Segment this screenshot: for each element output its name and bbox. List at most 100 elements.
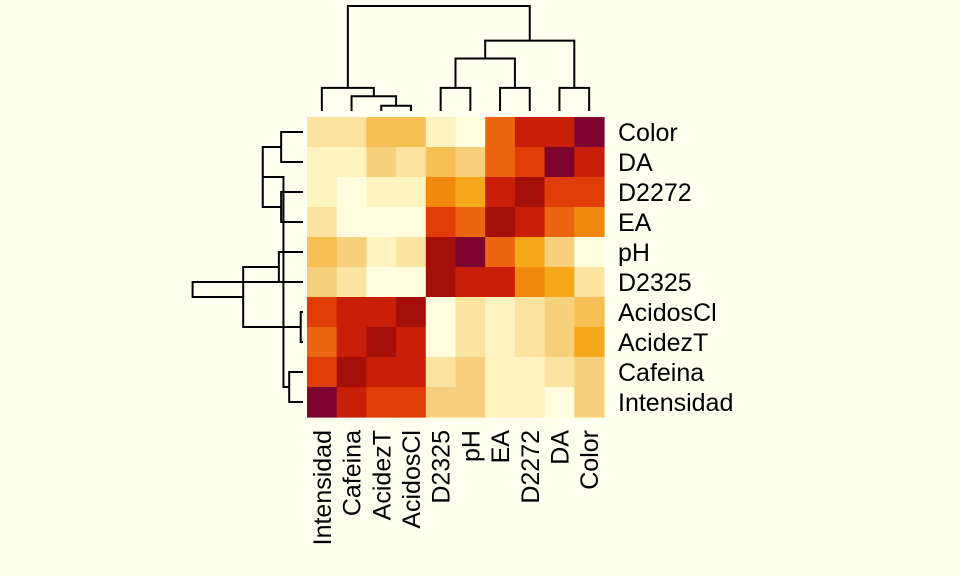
heatmap-cell xyxy=(485,117,516,148)
heatmap-cell xyxy=(455,117,486,148)
heatmap-cell xyxy=(425,297,457,328)
row-label: D2325 xyxy=(618,269,692,297)
heatmap-cell xyxy=(366,297,397,328)
dendrogram-branch xyxy=(558,86,591,111)
heatmap-cell xyxy=(396,207,427,238)
heatmap-cell xyxy=(485,327,516,358)
heatmap-cell xyxy=(336,117,367,148)
heatmap-cell xyxy=(514,387,546,418)
heatmap-cell xyxy=(307,237,338,268)
heatmap-cell xyxy=(307,147,338,178)
heatmap-cell xyxy=(425,327,457,358)
heatmap-cell xyxy=(485,207,516,238)
heatmap-cell xyxy=(396,327,427,358)
heatmap-cell xyxy=(396,357,427,388)
heatmap-cell xyxy=(455,207,486,238)
heatmap-cell xyxy=(425,177,457,208)
dendrogram-branch xyxy=(346,5,531,88)
row-label: AcidosCl xyxy=(618,299,717,327)
heatmap-cell xyxy=(455,147,486,178)
heatmap-cell xyxy=(366,207,397,238)
row-dendrogram xyxy=(191,131,303,403)
row-label: pH xyxy=(618,239,650,267)
dendrogram-branch xyxy=(380,104,412,111)
heatmap-cell xyxy=(336,147,367,178)
heatmap-cell xyxy=(307,357,338,388)
dendrogram-branch xyxy=(320,86,375,111)
heatmap-cell xyxy=(336,207,367,238)
heatmap-cell xyxy=(544,387,575,418)
heatmap-cell xyxy=(544,237,575,268)
heatmap-cell xyxy=(514,207,546,238)
heatmap-cell xyxy=(396,387,427,418)
heatmap-cell xyxy=(396,297,427,328)
heatmap-cell xyxy=(366,357,397,388)
heatmap-cell xyxy=(544,297,575,328)
heatmap-cell xyxy=(455,327,486,358)
dendrogram-branch xyxy=(280,131,303,163)
heatmap-cell xyxy=(455,387,486,418)
row-label: Color xyxy=(618,119,678,147)
heatmap-cell xyxy=(544,147,575,178)
heatmap-cell xyxy=(544,327,575,358)
column-label: Cafeina xyxy=(339,430,367,516)
heatmap-cell xyxy=(455,297,486,328)
dendrogram-branch xyxy=(439,86,472,111)
heatmap-cell xyxy=(366,147,397,178)
heatmap-cell xyxy=(544,177,575,208)
dendrogram-branch xyxy=(454,57,516,88)
heatmap-cell xyxy=(514,327,546,358)
row-label: Cafeina xyxy=(618,359,704,387)
heatmap-cell xyxy=(366,177,397,208)
heatmap-cell xyxy=(336,387,367,418)
heatmap-cell xyxy=(366,237,397,268)
heatmap-cell xyxy=(514,237,546,268)
column-label: AcidosCl xyxy=(398,430,426,529)
heatmap-cell xyxy=(307,267,338,298)
heatmap-cell xyxy=(396,237,427,268)
heatmap-cell xyxy=(574,297,605,328)
heatmap-cell xyxy=(574,207,605,238)
column-label: pH xyxy=(457,430,485,462)
heatmap-cell xyxy=(514,117,546,148)
heatmap-cell xyxy=(485,237,516,268)
column-label: Intensidad xyxy=(309,430,337,545)
heatmap-cell xyxy=(514,147,546,178)
heatmap-cell xyxy=(425,387,457,418)
heatmap-cell xyxy=(307,177,338,208)
heatmap-cell xyxy=(485,267,516,298)
dendrogram-branch xyxy=(484,39,576,88)
column-dendrogram xyxy=(320,5,591,111)
heatmap-cell xyxy=(455,267,486,298)
heatmap-cell xyxy=(514,267,546,298)
heatmap-cell xyxy=(425,237,457,268)
row-label: EA xyxy=(618,209,652,237)
heatmap-cell xyxy=(455,357,486,388)
heatmap-cell xyxy=(336,357,367,388)
heatmap-cell xyxy=(485,147,516,178)
dendrogram-branch xyxy=(191,281,284,298)
heatmap-cell xyxy=(574,147,605,178)
heatmap-cell xyxy=(307,387,338,418)
dendrogram-branch xyxy=(242,266,301,328)
heatmap-cell xyxy=(307,207,338,238)
heatmap-cell xyxy=(485,297,516,328)
dendrogram-branch xyxy=(299,311,303,343)
heatmap-cell xyxy=(485,387,516,418)
heatmap-cell xyxy=(336,327,367,358)
heatmap-cell xyxy=(366,267,397,298)
heatmap-cell xyxy=(574,357,605,388)
heatmap-cell xyxy=(574,387,605,418)
column-labels: Intensidad Cafeina AcidezT AcidosCl D2325 pH E… xyxy=(309,430,604,546)
heatmap-cell xyxy=(307,117,338,148)
heatmap-cell xyxy=(396,177,427,208)
dendrogram-branch xyxy=(350,95,398,111)
heatmap-cell xyxy=(336,267,367,298)
heatmap-cell xyxy=(396,117,427,148)
heatmap-cells xyxy=(307,117,605,418)
row-label: Intensidad xyxy=(618,389,733,417)
dendrogram-branch xyxy=(499,86,531,111)
heatmap-cell xyxy=(307,297,338,328)
heatmap-cell xyxy=(336,177,367,208)
heatmap-cell xyxy=(574,327,605,358)
